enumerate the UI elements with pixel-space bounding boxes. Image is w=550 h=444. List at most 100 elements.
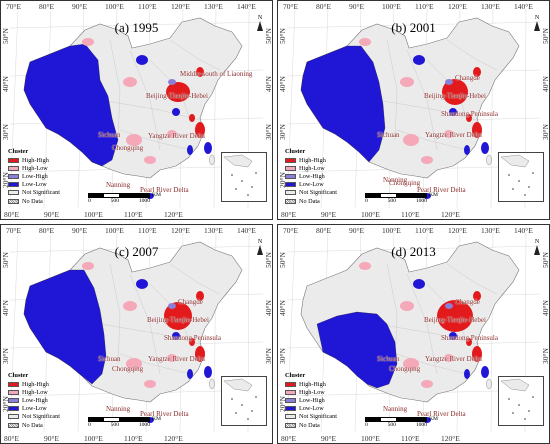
legend-swatch [285, 422, 296, 428]
inset-island [528, 186, 530, 188]
lon-tick-label: 90°E [72, 226, 88, 235]
inset-island [251, 410, 253, 412]
map-frame [0, 0, 273, 220]
high-high-cluster [166, 82, 190, 102]
lat-tick-label: 50°N [1, 252, 10, 268]
legend-swatch [8, 190, 19, 196]
lon-tick-label: 120°E [171, 2, 190, 11]
bottom-lon-tick-label: 110°E [124, 210, 143, 219]
inset-map-svg [223, 154, 257, 196]
legend-item: High-High [8, 380, 60, 388]
high-high-patch [189, 338, 195, 346]
inset-island [532, 396, 534, 398]
panel-title: (d) 2013 [391, 244, 436, 259]
legend-item: No Data [285, 197, 337, 205]
cluster-legend: Cluster High-High High-Low Low-High Low-Low N… [285, 372, 337, 429]
lon-tick-label: 140°E [237, 226, 256, 235]
place-label: Chongqing [112, 365, 144, 373]
north-arrow-icon: N [532, 15, 542, 31]
legend-item: Low-High [285, 172, 337, 180]
scale-tick-label: 1000 [415, 198, 427, 204]
legend-label: High-High [22, 156, 49, 164]
scale-tick-label: 1000 [415, 422, 427, 428]
bottom-lon-tick-label: 120°E [441, 434, 460, 443]
legend-label: Not Significant [22, 413, 60, 421]
lat-tick-label-right: 50°N [264, 252, 273, 268]
scale-bar-graphic: KM [365, 416, 438, 422]
lat-tick-label-right: 40°N [541, 300, 550, 316]
legend-swatch [8, 406, 19, 412]
low-low-patch [187, 145, 193, 155]
legend-label: Not Significant [299, 413, 337, 421]
lon-tick-label: 70°E [6, 2, 22, 11]
legend-label: Low-High [22, 172, 48, 180]
north-label: N [257, 239, 263, 245]
scale-tick-label: 0 [88, 198, 91, 204]
lat-tick-label-right: 30°N [264, 124, 273, 140]
scale-bar-blocks [365, 416, 427, 422]
scale-bar: KM 0 500 1000 [365, 416, 438, 428]
lat-tick-label: 50°N [278, 252, 287, 268]
place-label: Nanning [383, 176, 408, 184]
inset-coastline [223, 154, 253, 168]
legend-swatch [285, 389, 296, 395]
legend-label: High-High [299, 156, 326, 164]
lat-tick-label: 40°N [1, 76, 10, 92]
lon-tick-label: 120°E [448, 226, 467, 235]
place-label: Shandong Peninsula [441, 110, 498, 118]
map-panel-b: (b) 2001 70°E 80°E 90°E 100°E 110°E 120°E 130°E… [277, 0, 550, 220]
legend-label: Not Significant [299, 189, 337, 197]
inset-map-svg [500, 154, 534, 196]
lon-tick-label: 80°E [39, 2, 55, 11]
map-svg [277, 0, 550, 220]
inset-coastline [500, 154, 530, 168]
lat-tick-label-right: 40°N [264, 76, 273, 92]
place-label: Shandong Peninsula [441, 334, 498, 342]
high-low-patch [359, 262, 371, 270]
place-label: Nanning [106, 181, 131, 189]
place-label: Pearl River Delta [417, 186, 466, 194]
taiwan-island [209, 154, 215, 166]
cluster-legend: Cluster High-High High-Low Low-High Low-Low N… [8, 148, 60, 205]
legend-swatch [8, 165, 19, 171]
scale-tick-label: 500 [387, 422, 396, 428]
legend-label: Low-Low [299, 181, 324, 189]
inset-island [241, 180, 243, 182]
bottom-lon-tick-label: 100°E [361, 210, 380, 219]
low-low-cluster [316, 311, 398, 389]
low-low-patch [449, 332, 457, 340]
legend-item: High-Low [8, 164, 60, 172]
bottom-lon-tick-label: 100°E [84, 434, 103, 443]
legend-item: Low-Low [285, 405, 337, 413]
low-high-patch [445, 79, 453, 85]
lon-tick-label: 120°E [448, 2, 467, 11]
lon-tick-label: 80°E [316, 226, 332, 235]
legend-title: Cluster [8, 372, 29, 379]
place-label: Sichuan [377, 131, 400, 139]
legend-item: Low-Low [8, 405, 60, 413]
scale-tick-label: 500 [110, 422, 119, 428]
high-high-patch [466, 114, 472, 122]
legend-label: Not Significant [22, 189, 60, 197]
place-label: Pearl River Delta [140, 410, 189, 418]
legend-swatch [285, 414, 296, 420]
low-low-patch [449, 108, 457, 116]
lat-tick-label-right: 30°N [264, 348, 273, 364]
high-low-patch [82, 38, 94, 46]
taiwan-island [209, 378, 215, 390]
lat-tick-label: 40°N [1, 300, 10, 316]
north-arrow-shape [534, 21, 540, 31]
scale-unit: KM [429, 416, 439, 422]
low-low-patch [413, 55, 425, 65]
legend-item: Low-Low [8, 181, 60, 189]
south-china-sea-inset [498, 152, 544, 202]
map-panel-a: (a) 1995 70°E 80°E 90°E 100°E 110°E 120°E 130°E… [0, 0, 273, 220]
legend-swatch [285, 182, 296, 188]
taiwan-island [486, 154, 492, 166]
legend-item: Not Significant [285, 189, 337, 197]
lat-tick-label: 30°N [278, 348, 287, 364]
taiwan-island [486, 378, 492, 390]
legend-swatch [8, 157, 19, 163]
legend-item: Low-High [8, 172, 60, 180]
